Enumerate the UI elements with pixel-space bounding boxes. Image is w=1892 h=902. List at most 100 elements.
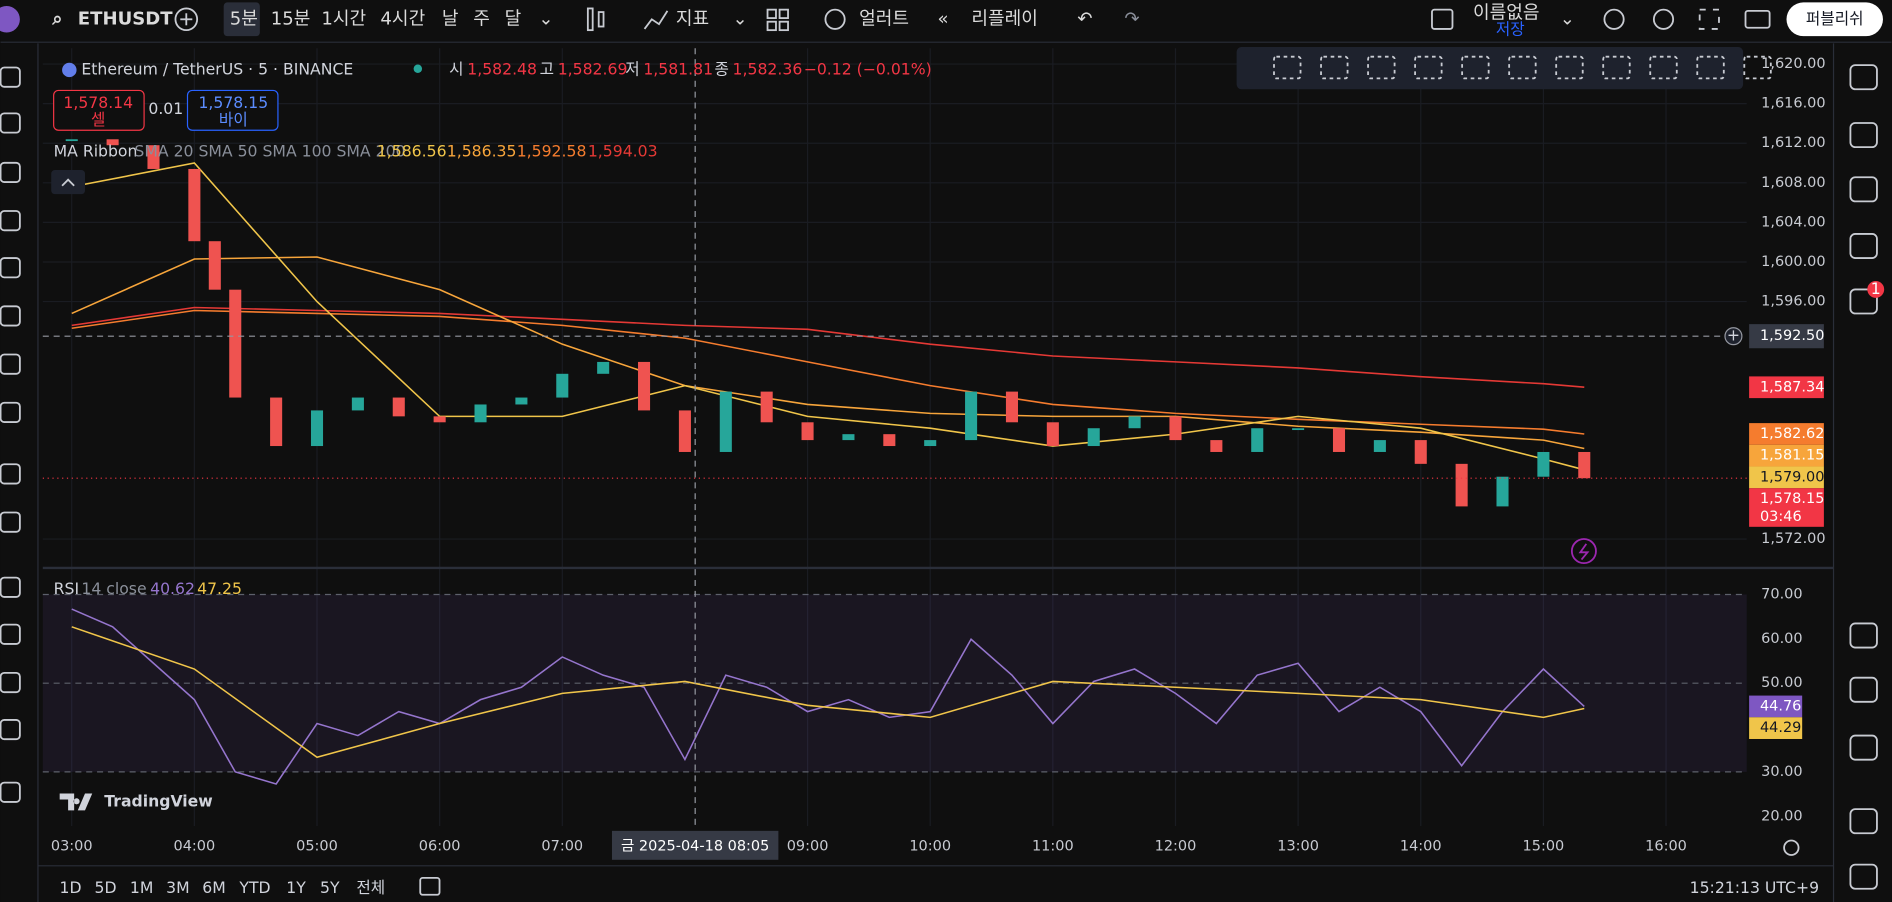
time-tick-label: 15:00 (1523, 839, 1565, 855)
candle (638, 362, 650, 410)
time-tick-label: 11:00 (1032, 839, 1074, 855)
candle (1169, 416, 1181, 440)
undo[interactable]: ↶ (1077, 8, 1092, 29)
range-button[interactable]: 1Y (286, 878, 306, 897)
candle (1210, 440, 1222, 452)
price-tick-label: 1,608.00 (1761, 175, 1825, 191)
interval[interactable]: 15분 (271, 8, 311, 29)
range-button[interactable]: 6M (202, 878, 225, 897)
interval[interactable]: 5분 (230, 8, 258, 29)
range-button[interactable]: 3M (166, 878, 189, 897)
candle (924, 440, 936, 446)
candle (1374, 440, 1386, 452)
candle (761, 392, 773, 423)
price-tick-label: 1,600.00 (1761, 254, 1825, 270)
range-button[interactable]: 1D (60, 878, 82, 897)
range-button[interactable]: YTD (238, 878, 270, 897)
candle (209, 241, 221, 289)
ohlc-value: 1,582.48 (467, 59, 537, 78)
ohlc-value: 1,582.36 (733, 59, 803, 78)
ma-value: 1,586.35 (447, 141, 517, 160)
range-button[interactable]: 1M (130, 878, 153, 897)
symbol[interactable]: ETHUSDT (78, 8, 174, 29)
sell-label[interactable]: 셀 (91, 110, 105, 129)
ohlc-value: 1,582.69 (558, 59, 628, 78)
candle (1537, 452, 1549, 477)
chevron[interactable]: ⌄ (1560, 8, 1575, 29)
ma-value: 1,594.03 (588, 141, 658, 160)
time-tick-label: 04:00 (174, 839, 216, 855)
rsi-tick-label: 60.00 (1761, 631, 1802, 647)
candle (1006, 392, 1018, 423)
time-tick-label: 05:00 (296, 839, 338, 855)
range-button[interactable]: 5D (94, 878, 116, 897)
candle (1578, 452, 1590, 478)
replay[interactable]: 리플레이 (971, 8, 1038, 29)
price-label: 1,581.15 (1760, 448, 1824, 464)
candle (1496, 477, 1508, 507)
market-status (414, 65, 422, 73)
interval[interactable]: 달 (505, 8, 522, 29)
ohlc-label: 저 (625, 59, 639, 78)
left-toolbar (1, 43, 37, 902)
candle (311, 410, 323, 446)
spread: 0.01 (148, 99, 183, 118)
badge-count: 1 (1871, 279, 1881, 298)
price-label: 1,582.62 (1760, 426, 1824, 442)
interval[interactable]: 1시간 (321, 8, 366, 29)
candle (475, 404, 487, 422)
interval[interactable]: 주 (473, 8, 490, 29)
time-tick-label: 13:00 (1277, 839, 1319, 855)
candle (1251, 428, 1263, 452)
rsi-label: 44.76 (1760, 698, 1801, 714)
time-tick-label: 10:00 (909, 839, 951, 855)
interval[interactable]: 4시간 (380, 8, 425, 29)
ohlc-label: 종 (714, 59, 728, 78)
countdown: 03:46 (1760, 509, 1802, 525)
candle (556, 374, 568, 398)
price-label: 1,587.34 (1760, 379, 1824, 395)
collapse-button[interactable] (51, 170, 85, 194)
publish[interactable]: 퍼블리쉬 (1806, 9, 1864, 28)
crosshair-date: 금 2025-04-18 08:05 (621, 839, 769, 855)
buy-label[interactable]: 바이 (219, 110, 248, 129)
rsi-name: RSI (54, 579, 79, 598)
rsi-value: 40.62 (150, 579, 195, 598)
candle (679, 410, 691, 452)
time-tick-label: 12:00 (1155, 839, 1197, 855)
chevron[interactable]: ⌄ (538, 8, 553, 29)
candle (515, 398, 527, 405)
candle (802, 422, 814, 440)
candle (1292, 428, 1304, 430)
interval[interactable]: 날 (442, 8, 459, 29)
candle (597, 362, 609, 374)
alert[interactable]: 얼러트 (859, 8, 909, 29)
rsi-label: 44.29 (1760, 720, 1801, 736)
indicators[interactable]: 지표 (676, 8, 709, 29)
rsi-params: 14 close (81, 579, 146, 598)
price-tick-label: 1,572.00 (1761, 531, 1825, 547)
price-tick-label: 1,604.00 (1761, 214, 1825, 230)
range-button[interactable]: 전체 (356, 878, 385, 897)
time-tick-label: 14:00 (1400, 839, 1442, 855)
candle (1047, 422, 1059, 446)
candle (188, 169, 200, 241)
chevron[interactable]: ⌄ (733, 8, 748, 29)
candle (883, 434, 895, 446)
ohlc-value: 1,581.81 (643, 59, 713, 78)
candle (1415, 440, 1427, 464)
price-tick-label: 1,616.00 (1761, 96, 1825, 112)
add-alert-plus[interactable]: + (1727, 326, 1740, 345)
rsi-tick-label: 50.00 (1761, 675, 1802, 691)
change: −0.12 (−0.01%) (804, 59, 932, 78)
range-button[interactable]: 5Y (320, 878, 340, 897)
replay-icon[interactable]: « (938, 8, 949, 29)
candle (720, 392, 732, 452)
candle (1088, 428, 1100, 446)
redo[interactable]: ↷ (1124, 8, 1139, 29)
legend-title: Ethereum / TetherUS · 5 · BINANCE (81, 59, 353, 78)
time-tick-label: 07:00 (541, 839, 583, 855)
time-tick-label: 03:00 (51, 839, 93, 855)
rsi-tick-label: 20.00 (1761, 808, 1802, 824)
